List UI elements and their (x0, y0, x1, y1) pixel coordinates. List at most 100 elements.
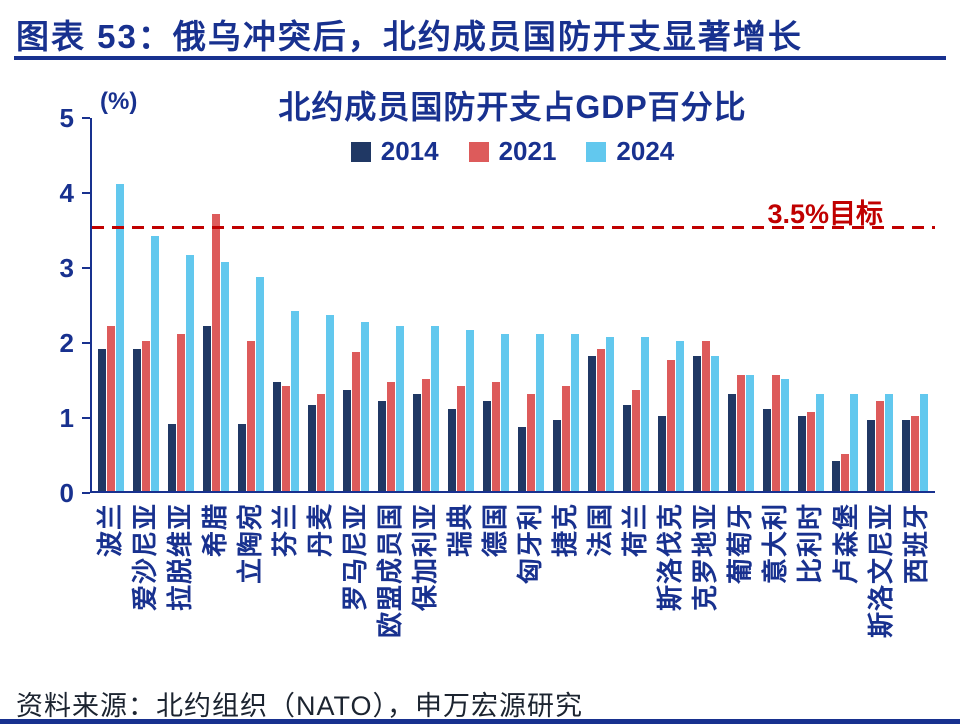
figure-title: 图表 53：俄乌冲突后，北约成员国防开支显著增长 (16, 18, 803, 55)
bar-2014 (308, 404, 317, 491)
y-tick-label: 4 (59, 178, 74, 208)
y-tick-mark (82, 192, 90, 194)
y-axis: 0 1 2 3 4 5 (28, 105, 90, 506)
bar-2024 (675, 341, 684, 491)
x-tick-label: 卢森堡 (828, 497, 863, 682)
bar-2024 (815, 393, 824, 491)
bar-group-欧盟成员国 (374, 118, 409, 491)
bar-2024 (466, 329, 474, 491)
x-tick-label-text: 波兰 (94, 503, 125, 558)
bar-group-葡萄牙 (723, 118, 758, 491)
bar-2021 (806, 412, 815, 491)
legend-swatch-2021 (468, 141, 489, 162)
bar-2021 (107, 326, 116, 491)
bar-2024 (745, 374, 754, 491)
bar-2021 (422, 378, 431, 491)
x-tick-label-text: 爱沙尼亚 (129, 503, 160, 612)
bar-2021 (701, 341, 710, 491)
x-tick-label: 芬兰 (267, 497, 302, 682)
bottom-divider (0, 719, 960, 724)
bar-2021 (387, 382, 396, 491)
bar-2021 (282, 386, 291, 491)
bar-2021 (212, 213, 221, 491)
bar-group-芬兰 (269, 118, 304, 491)
bar-2014 (203, 326, 212, 491)
bar-2021 (561, 386, 570, 491)
x-tick-label: 斯洛文尼亚 (863, 497, 898, 682)
bar-2024 (116, 183, 125, 491)
bar-2024 (780, 378, 789, 491)
bar-2021 (771, 374, 780, 491)
bar-group-保加利亚 (409, 118, 444, 491)
bar-2021 (247, 341, 256, 491)
bar-2024 (256, 277, 265, 491)
legend-item-2024: 2024 (586, 136, 674, 167)
bar-2014 (378, 401, 387, 491)
y-tick-label: 2 (59, 328, 74, 358)
x-tick-label: 荷兰 (618, 497, 653, 682)
bar-2014 (273, 382, 282, 491)
target-line (92, 225, 935, 229)
header-divider (14, 56, 946, 60)
legend-swatch-2014 (350, 141, 371, 162)
x-tick-label-text: 立陶宛 (234, 503, 265, 585)
bar-2014 (238, 423, 247, 491)
bar-group-斯洛伐克 (653, 118, 688, 491)
bar-2014 (168, 423, 177, 491)
bar-2024 (326, 314, 335, 491)
chart-title: 北约成员国防开支占GDP百分比 (278, 89, 747, 125)
bar-2014 (482, 401, 491, 491)
bar-group-罗马尼亚 (339, 118, 374, 491)
bar-2021 (841, 453, 850, 491)
chart-legend: 2014 2021 2024 (90, 136, 935, 167)
x-tick-label: 瑞典 (442, 497, 477, 682)
x-tick-label: 匈牙利 (513, 497, 548, 682)
bar-group-瑞典 (444, 118, 479, 491)
bar-2024 (605, 337, 614, 491)
legend-label-2024: 2024 (616, 136, 675, 166)
bar-2014 (797, 416, 806, 491)
x-tick-label-text: 法国 (585, 503, 616, 558)
x-tick-label: 希腊 (197, 497, 232, 682)
bar-2024 (291, 311, 300, 491)
x-tick-label-text: 克罗地亚 (690, 503, 721, 612)
x-tick-label: 丹麦 (302, 497, 337, 682)
x-tick-label-text: 捷克 (550, 503, 581, 558)
y-tick-mark (82, 342, 90, 344)
bar-2014 (413, 393, 422, 491)
bar-2014 (902, 419, 911, 491)
x-tick-label-text: 意大利 (760, 503, 791, 585)
x-tick-label-text: 欧盟成员国 (374, 503, 405, 639)
x-tick-label: 德国 (478, 497, 513, 682)
y-tick-mark (82, 492, 90, 494)
target-line-label: 3.5%目标 (767, 199, 883, 229)
x-tick-label-text: 芬兰 (269, 503, 300, 558)
bar-2024 (885, 393, 894, 491)
y-tick-label: 5 (59, 103, 74, 133)
x-tick-label-text: 斯洛文尼亚 (865, 503, 896, 639)
legend-label-2021: 2021 (498, 136, 557, 166)
bar-group-西班牙 (898, 118, 933, 491)
bar-2014 (657, 416, 666, 491)
legend-item-2014: 2014 (350, 136, 439, 167)
x-tick-label-text: 罗马尼亚 (339, 503, 370, 612)
bar-2021 (317, 393, 326, 491)
bar-2024 (431, 326, 440, 491)
bar-2014 (587, 356, 596, 491)
bar-2014 (867, 419, 876, 491)
x-tick-label: 爱沙尼亚 (127, 497, 162, 682)
legend-item-2021: 2021 (468, 136, 557, 167)
x-tick-label: 立陶宛 (232, 497, 267, 682)
bar-2021 (876, 401, 885, 491)
bar-2024 (535, 333, 544, 491)
x-tick-label-text: 葡萄牙 (725, 503, 756, 585)
x-tick-label: 波兰 (92, 497, 127, 682)
bar-2021 (526, 393, 535, 491)
x-tick-label-text: 德国 (480, 503, 511, 558)
bar-2021 (457, 386, 465, 491)
bar-2024 (186, 254, 195, 491)
bar-group-捷克 (548, 118, 583, 491)
bar-2014 (448, 408, 456, 491)
bar-group-荷兰 (618, 118, 653, 491)
x-tick-label-text: 希腊 (199, 503, 230, 558)
